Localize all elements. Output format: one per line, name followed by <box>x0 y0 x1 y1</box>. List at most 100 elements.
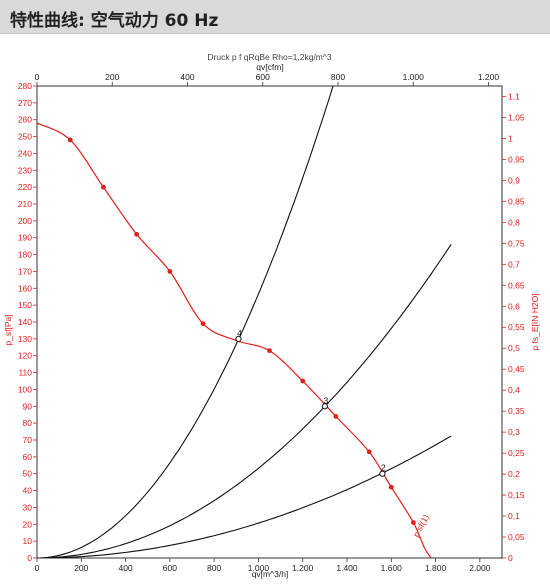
y-right-tick-label: 0,4 <box>508 385 520 395</box>
y-left-tick-label: 160 <box>18 283 32 293</box>
fan-curve-marker <box>67 137 73 143</box>
fan-curve-marker <box>333 414 339 419</box>
y-left-tick-label: 100 <box>18 384 32 394</box>
x-bottom-tick-label: 0 <box>35 563 40 573</box>
y-left-tick-label: 190 <box>18 233 32 243</box>
y-right-tick-label: 0,15 <box>508 490 525 500</box>
y-right-tick-label: 0,05 <box>508 532 525 542</box>
x-bottom-tick-label: 1.200 <box>292 563 314 573</box>
operating-point-label: 3 <box>323 395 328 405</box>
fan-curve-marker <box>200 321 206 327</box>
y-left-tick-label: 280 <box>18 81 32 91</box>
fan-curve-line <box>37 122 432 558</box>
y-right-tick-label: 0,2 <box>508 469 520 479</box>
y-right-tick-label: 0,85 <box>508 196 525 206</box>
operating-point-marker <box>379 470 386 477</box>
y-left-tick-label: 120 <box>18 351 32 361</box>
y-right-tick-label: 0,6 <box>508 301 520 311</box>
y-left-tick-label: 20 <box>23 519 33 529</box>
y-left-tick-label: 130 <box>18 334 32 344</box>
x-top-tick-label: 800 <box>331 72 345 82</box>
y-left-axis-label: p_sf[Pa] <box>3 314 13 345</box>
y-left-tick-label: 270 <box>18 98 32 108</box>
y-right-tick-label: 0,25 <box>508 448 525 458</box>
y-right-tick-label: 0,9 <box>508 175 520 185</box>
y-right-tick-label: 0,45 <box>508 364 525 374</box>
x-bottom-tick-label: 200 <box>74 563 88 573</box>
x-bottom-tick-label: 1.000 <box>248 563 270 573</box>
y-right-tick-label: 1,1 <box>508 91 520 101</box>
y-right-tick-label: 0,55 <box>508 322 525 332</box>
y-left-tick-label: 50 <box>23 469 33 479</box>
operating-point-label: 2 <box>381 463 386 473</box>
y-right-tick-label: 0,65 <box>508 280 525 290</box>
x-bottom-tick-label: 400 <box>118 563 132 573</box>
y-left-tick-label: 60 <box>23 452 33 462</box>
y-left-tick-label: 10 <box>23 536 33 546</box>
y-right-axis-label: p fs_E[IN H2O] <box>530 293 540 350</box>
y-right-tick-label: 1,05 <box>508 112 525 122</box>
chart-top-note: Druck p f qRqBe Rho=1,2kg/m^3 <box>207 52 332 62</box>
operating-point-marker <box>321 403 328 410</box>
y-left-tick-label: 40 <box>23 486 33 496</box>
y-right-tick-label: 0,8 <box>508 217 520 227</box>
y-left-tick-label: 210 <box>18 199 32 209</box>
y-left-tick-label: 90 <box>23 401 33 411</box>
fan-curve-marker <box>267 348 272 354</box>
y-left-tick-label: 110 <box>18 368 32 378</box>
operating-point-label: 4 <box>237 328 242 338</box>
fan-curve-marker <box>167 269 173 274</box>
fan-curve-label: p sf(1) <box>411 513 431 539</box>
y-right-tick-label: 0 <box>508 553 513 563</box>
x-bottom-tick-label: 2.000 <box>469 563 491 573</box>
y-left-tick-label: 170 <box>18 266 32 276</box>
x-top-tick-label: 200 <box>105 72 119 82</box>
fan-curve-marker <box>411 520 416 525</box>
page-title: 特性曲线: 空气动力 60 Hz <box>0 0 550 34</box>
y-left-tick-label: 180 <box>18 250 32 260</box>
x-bottom-tick-label: 1.400 <box>336 563 358 573</box>
x-bottom-tick-label: 800 <box>207 563 221 573</box>
y-left-tick-label: 30 <box>23 502 33 512</box>
x-bottom-axis-label: qv[m^3/h] <box>252 569 289 579</box>
fan-curve-marker <box>366 449 372 455</box>
y-left-tick-label: 70 <box>23 435 33 445</box>
y-left-tick-label: 230 <box>18 165 32 175</box>
y-left-tick-label: 250 <box>18 132 32 142</box>
x-top-axis-label: qv[cfm] <box>256 62 283 72</box>
system-curve-line <box>37 86 334 558</box>
fan-curve-marker <box>134 231 140 237</box>
y-right-tick-label: 0,75 <box>508 238 525 248</box>
x-bottom-tick-label: 1.800 <box>425 563 447 573</box>
x-top-tick-label: 0 <box>35 72 40 82</box>
fan-curve-marker <box>101 184 106 190</box>
fan-curve-marker <box>300 378 306 384</box>
system-curve-line <box>37 435 452 558</box>
curves-group <box>37 86 452 558</box>
y-right-tick-label: 0,35 <box>508 406 525 416</box>
y-left-tick-label: 0 <box>27 553 32 563</box>
x-top-tick-label: 1.200 <box>478 72 500 82</box>
y-left-tick-label: 80 <box>23 418 33 428</box>
y-right-tick-label: 0,5 <box>508 343 520 353</box>
y-left-tick-label: 220 <box>18 182 32 192</box>
y-left-tick-label: 140 <box>18 317 32 327</box>
y-left-tick-label: 150 <box>18 300 32 310</box>
y-left-tick-label: 240 <box>18 148 32 158</box>
y-right-tick-label: 1 <box>508 133 513 143</box>
y-right-tick-label: 0,1 <box>508 511 520 521</box>
y-right-tick-label: 0,7 <box>508 259 520 269</box>
y-left-tick-label: 260 <box>18 115 32 125</box>
x-bottom-tick-label: 600 <box>163 563 177 573</box>
x-top-tick-label: 1.000 <box>403 72 425 82</box>
y-right-tick-label: 0,3 <box>508 427 520 437</box>
x-top-tick-label: 600 <box>256 72 270 82</box>
system-curve-line <box>37 244 452 558</box>
x-bottom-tick-label: 1.600 <box>381 563 403 573</box>
x-top-tick-label: 400 <box>180 72 194 82</box>
y-left-tick-label: 200 <box>18 216 32 226</box>
plot-frame <box>36 85 503 559</box>
fan-curve-marker <box>388 484 394 490</box>
y-right-tick-label: 0,95 <box>508 154 525 164</box>
